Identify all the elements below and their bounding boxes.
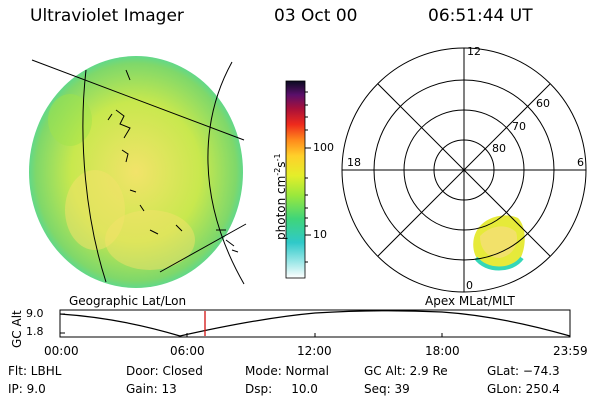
lat-label-80: 80	[492, 142, 506, 155]
polar-plot	[341, 47, 587, 293]
altitude-xtick-2359: 23:59	[553, 344, 588, 358]
status-mode: Mode: Normal	[245, 364, 329, 378]
altitude-ytick-min: 1.8	[26, 325, 44, 338]
lat-label-70: 70	[512, 120, 526, 133]
colorbar-unit-s: s	[274, 161, 288, 168]
altitude-xtick-1200: 12:00	[297, 344, 332, 358]
altitude-xtick-0600: 06:00	[170, 344, 205, 358]
status-seq: Seq: 39	[364, 382, 410, 396]
status-glat: GLat: −74.3	[487, 364, 560, 378]
status-glon: GLon: 250.4	[487, 382, 560, 396]
mlt-label-18: 18	[347, 156, 361, 169]
colorbar-unit-exp2: -1	[273, 153, 282, 162]
status-gain: Gain: 13	[126, 382, 177, 396]
colorbar-unit-label: photon cm-2s-1	[273, 153, 288, 240]
time-label: 06:51:44 UT	[428, 6, 533, 26]
altitude-axis-title: GC Alt	[10, 310, 24, 348]
altitude-ytick-max: 9.0	[26, 307, 44, 320]
status-door: Door: Closed	[126, 364, 203, 378]
date-label: 03 Oct 00	[274, 6, 358, 26]
colorbar-unit-exp1: -2	[273, 167, 282, 176]
colorbar-unit-text: photon cm	[274, 175, 288, 240]
apex-caption: Apex MLat/MLT	[425, 294, 515, 308]
status-filter: Flt: LBHL	[8, 364, 62, 378]
mlt-label-0: 0	[466, 279, 473, 292]
colorbar-tick-10: 10	[313, 228, 327, 241]
status-gc-alt: GC Alt: 2.9 Re	[364, 364, 448, 378]
altitude-plot	[59, 309, 571, 338]
mlt-label-12: 12	[467, 45, 481, 58]
instrument-title: Ultraviolet Imager	[30, 6, 184, 26]
geographic-image	[29, 56, 247, 288]
colorbar-tick-100: 100	[313, 141, 334, 154]
status-dsp: Dsp: 10.0	[245, 382, 318, 396]
colorbar	[285, 80, 311, 279]
mlt-label-6: 6	[577, 156, 584, 169]
altitude-xtick-1800: 18:00	[425, 344, 460, 358]
lat-label-60: 60	[536, 97, 550, 110]
geographic-caption: Geographic Lat/Lon	[69, 294, 187, 308]
altitude-xtick-0000: 00:00	[44, 344, 79, 358]
status-ip: IP: 9.0	[8, 382, 46, 396]
